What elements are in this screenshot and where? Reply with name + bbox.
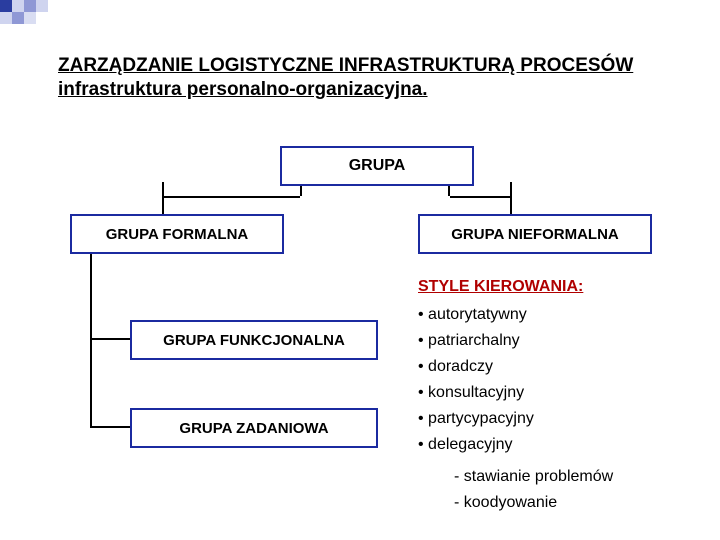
decor-square (0, 12, 12, 24)
decor-square (36, 0, 48, 12)
box-root: GRUPA (280, 146, 474, 186)
box-label: GRUPA (349, 157, 406, 175)
connector-line (450, 196, 512, 198)
page-title: ZARZĄDZANIE LOGISTYCZNE INFRASTRUKTURĄ P… (58, 54, 658, 102)
box-formal: GRUPA FORMALNA (70, 214, 284, 254)
styles-heading: STYLE KIEROWANIA: (418, 278, 613, 296)
box-label: GRUPA ZADANIOWA (179, 420, 328, 437)
box-label: GRUPA FUNKCJONALNA (163, 332, 345, 349)
box-label: GRUPA NIEFORMALNA (451, 226, 619, 243)
style-item: • autorytatywny (418, 306, 613, 324)
box-functional: GRUPA FUNKCJONALNA (130, 320, 378, 360)
connector-line (162, 196, 300, 198)
connector-line (90, 338, 130, 340)
style-sub-item: - stawianie problemów (454, 468, 613, 486)
decor-square (24, 12, 36, 24)
box-task: GRUPA ZADANIOWA (130, 408, 378, 448)
box-informal: GRUPA NIEFORMALNA (418, 214, 652, 254)
style-item: • partycypacyjny (418, 410, 613, 428)
connector-line (510, 182, 512, 214)
decor-square (12, 0, 24, 12)
style-item: • konsultacyjny (418, 384, 613, 402)
box-label: GRUPA FORMALNA (106, 226, 249, 243)
style-item: • delegacyjny (418, 436, 613, 454)
decor-square (0, 0, 12, 12)
decor-square (24, 0, 36, 12)
title-line-1: ZARZĄDZANIE LOGISTYCZNE INFRASTRUKTURĄ P… (58, 55, 633, 76)
slide-canvas: ZARZĄDZANIE LOGISTYCZNE INFRASTRUKTURĄ P… (0, 0, 720, 540)
corner-decor (0, 0, 54, 28)
title-line-2: infrastruktura personalno-organizacyjna. (58, 79, 428, 100)
styles-list: STYLE KIEROWANIA: • autorytatywny • patri… (418, 278, 613, 520)
decor-square (12, 12, 24, 24)
styles-sub-items: - stawianie problemów - koodyowanie (454, 468, 613, 512)
style-sub-item: - koodyowanie (454, 494, 613, 512)
styles-items: • autorytatywny • patriarchalny • doradczy… (418, 306, 613, 454)
connector-line (162, 182, 164, 214)
connector-line (90, 426, 130, 428)
style-item: • doradczy (418, 358, 613, 376)
style-item: • patriarchalny (418, 332, 613, 350)
